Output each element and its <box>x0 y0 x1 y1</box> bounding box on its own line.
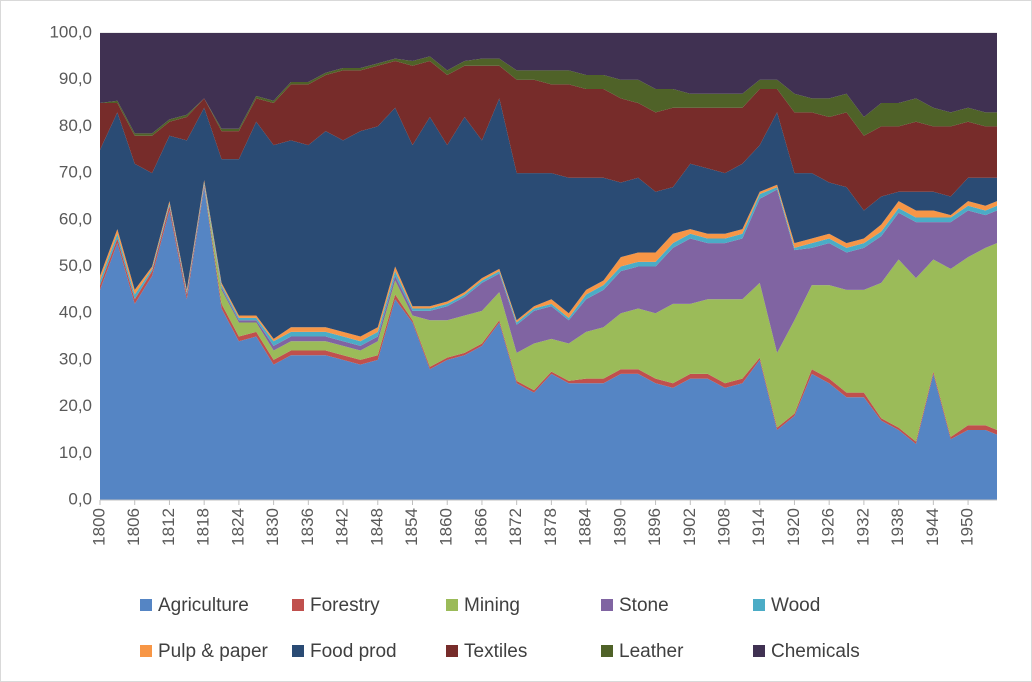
x-tick-label: 1920 <box>784 508 803 546</box>
x-tick-label: 1830 <box>263 508 282 546</box>
x-tick-label: 1884 <box>576 508 595 546</box>
area <box>100 184 997 353</box>
legend-label: Mining <box>464 595 520 616</box>
y-tick-label: 40,0 <box>59 303 92 322</box>
legend-label: Textiles <box>464 641 527 662</box>
legend-swatch <box>140 645 152 657</box>
x-tick-label: 1842 <box>333 508 352 546</box>
x-tick-label: 1878 <box>541 508 560 546</box>
area <box>100 61 997 211</box>
x-tick-label: 1854 <box>402 508 421 546</box>
y-tick-label: 60,0 <box>59 209 92 228</box>
x-tick-label: 1896 <box>645 508 664 546</box>
legend-swatch <box>292 599 304 611</box>
legend-swatch <box>140 599 152 611</box>
x-tick-label: 1902 <box>680 508 699 546</box>
area <box>100 184 997 442</box>
y-tick-label: 70,0 <box>59 163 92 182</box>
legend-label: Food prod <box>310 641 397 662</box>
area <box>100 98 997 339</box>
legend-label: Wood <box>771 595 820 616</box>
x-tick-label: 1806 <box>124 508 143 546</box>
y-tick-label: 90,0 <box>59 69 92 88</box>
x-tick-label: 1890 <box>610 508 629 546</box>
y-tick-label: 100,0 <box>49 22 92 41</box>
x-tick-label: 1812 <box>159 508 178 546</box>
area <box>100 56 997 136</box>
y-tick-label: 30,0 <box>59 349 92 368</box>
x-tick-label: 1818 <box>194 508 213 546</box>
y-tick-label: 0,0 <box>68 489 92 508</box>
x-tick-label: 1944 <box>923 508 942 546</box>
legend-swatch <box>292 645 304 657</box>
x-tick-label: 1836 <box>298 508 317 546</box>
legend-label: Agriculture <box>158 595 249 616</box>
legend-swatch <box>446 645 458 657</box>
legend-swatch <box>601 645 613 657</box>
area <box>100 33 997 134</box>
x-tick-label: 1932 <box>853 508 872 546</box>
x-tick-label: 1866 <box>471 508 490 546</box>
legend-label: Chemicals <box>771 641 860 662</box>
legend-swatch <box>601 599 613 611</box>
y-tick-label: 10,0 <box>59 443 92 462</box>
x-tick-label: 1800 <box>89 508 108 546</box>
legend-swatch <box>753 599 765 611</box>
legend-swatch <box>753 645 765 657</box>
x-tick-label: 1926 <box>819 508 838 546</box>
x-tick-label: 1824 <box>228 508 247 546</box>
y-tick-label: 20,0 <box>59 396 92 415</box>
x-tick-label: 1872 <box>506 508 525 546</box>
legend-label: Pulp & paper <box>158 641 269 662</box>
x-tick-label: 1860 <box>437 508 456 546</box>
x-tick-label: 1938 <box>888 508 907 546</box>
legend-label: Stone <box>619 595 669 616</box>
x-tick-label: 1914 <box>749 508 768 546</box>
y-tick-label: 50,0 <box>59 256 92 275</box>
y-tick-label: 80,0 <box>59 116 92 135</box>
area <box>100 187 997 501</box>
legend-label: Forestry <box>310 595 380 616</box>
x-tick-label: 1848 <box>367 508 386 546</box>
x-tick-label: 1908 <box>714 508 733 546</box>
legend-label: Leather <box>619 641 684 662</box>
legend-swatch <box>446 599 458 611</box>
x-tick-label: 1950 <box>958 508 977 546</box>
